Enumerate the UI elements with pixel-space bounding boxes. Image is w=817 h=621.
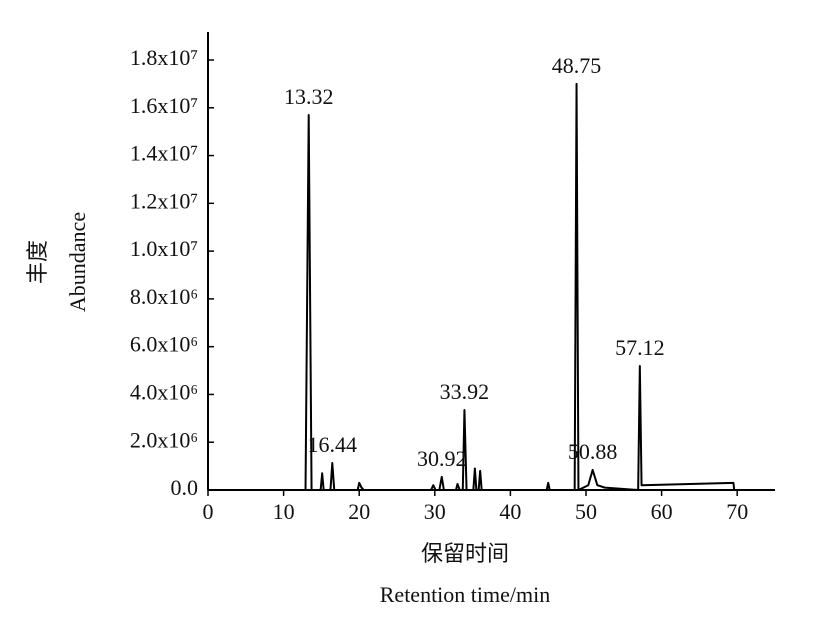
x-tick-label: 50 bbox=[575, 499, 597, 524]
peak-label: 33.92 bbox=[440, 379, 490, 404]
y-tick-label: 1.0x10⁷ bbox=[130, 236, 198, 261]
peak-label: 50.88 bbox=[568, 439, 618, 464]
y-tick-label: 4.0x10⁶ bbox=[130, 379, 198, 404]
peak-label: 57.12 bbox=[615, 335, 665, 360]
x-tick-label: 20 bbox=[348, 499, 370, 524]
chromatogram-line bbox=[208, 82, 736, 491]
peak-label: 16.44 bbox=[308, 432, 358, 457]
y-tick-label: 1.8x10⁷ bbox=[130, 45, 198, 70]
y-tick-label: 0.0 bbox=[171, 475, 199, 500]
peak-label: 30.92 bbox=[417, 446, 467, 471]
x-tick-label: 70 bbox=[726, 499, 748, 524]
y-tick-label: 1.2x10⁷ bbox=[130, 188, 198, 213]
y-tick-label: 2.0x10⁶ bbox=[130, 427, 198, 452]
x-tick-label: 0 bbox=[203, 499, 214, 524]
x-tick-label: 10 bbox=[273, 499, 295, 524]
x-tick-label: 60 bbox=[651, 499, 673, 524]
x-tick-label: 40 bbox=[499, 499, 521, 524]
y-axis-label: 丰度 bbox=[25, 240, 50, 284]
peak-label: 48.75 bbox=[552, 53, 602, 78]
x-tick-label: 30 bbox=[424, 499, 446, 524]
x-axis-label: Retention time/min bbox=[380, 582, 550, 607]
y-axis-label: Abundance bbox=[65, 212, 90, 312]
peak-label: 13.32 bbox=[284, 84, 334, 109]
y-tick-label: 6.0x10⁶ bbox=[130, 332, 198, 357]
x-axis-label: 保留时间 bbox=[421, 541, 509, 566]
y-tick-label: 8.0x10⁶ bbox=[130, 284, 198, 309]
y-tick-label: 1.6x10⁷ bbox=[130, 93, 198, 118]
y-tick-label: 1.4x10⁷ bbox=[130, 141, 198, 166]
